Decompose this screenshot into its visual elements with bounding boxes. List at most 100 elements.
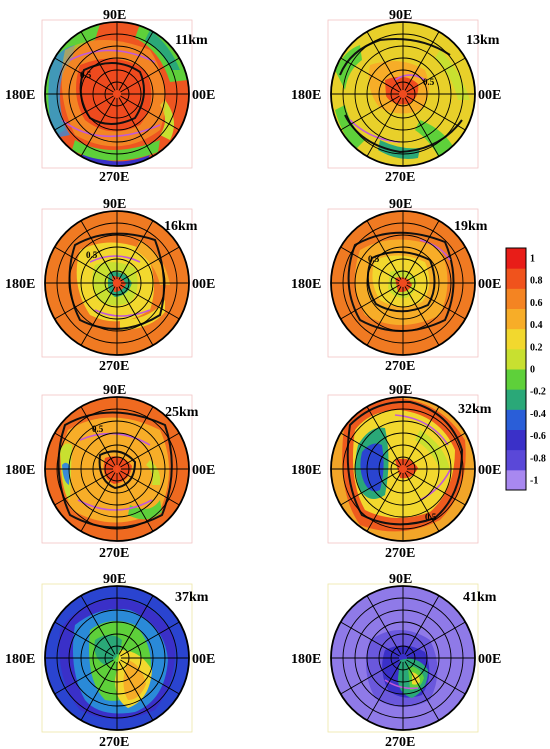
lon-label-right: 00E	[192, 88, 215, 103]
panel-frame	[41, 208, 193, 358]
lon-label-top: 90E	[389, 197, 412, 212]
polar-grid	[44, 585, 190, 731]
lon-label-bottom: 270E	[385, 359, 415, 374]
polar-grid	[44, 21, 190, 167]
field-map	[331, 586, 475, 730]
meridian-line	[404, 661, 440, 721]
polar-grid	[330, 210, 476, 356]
lon-label-bottom: 270E	[385, 735, 415, 749]
panel-frame	[327, 208, 479, 358]
lon-label-right: 00E	[192, 652, 215, 667]
meridian-line	[340, 284, 400, 320]
meridian-line	[118, 97, 154, 157]
colorbar-tick-label: -0.4	[530, 409, 546, 420]
contour-value-label: 0.5	[423, 77, 435, 87]
lon-label-left: 180E	[5, 463, 35, 478]
meridian-line	[80, 406, 116, 466]
colorbar-tick-label: -1	[530, 476, 538, 487]
lon-label-right: 00E	[192, 463, 215, 478]
meridian-line	[80, 31, 116, 91]
lon-label-right: 00E	[478, 277, 501, 292]
meridian-line	[404, 97, 440, 157]
colorbar-tick-label: -0.6	[530, 431, 546, 442]
lon-label-left: 180E	[5, 277, 35, 292]
lon-label-top: 90E	[103, 572, 126, 587]
lon-label-left: 180E	[291, 277, 321, 292]
meridian-line	[54, 284, 114, 320]
meridian-line	[80, 97, 116, 157]
lon-label-bottom: 270E	[385, 170, 415, 185]
polar-panel-13km: 0.5 90E 270E 180E 00E 13km	[291, 8, 501, 185]
colorbar-band	[506, 369, 526, 390]
contour-value-label: 0.5	[80, 70, 92, 80]
contour-value-label: 0.5	[92, 424, 104, 434]
colorbar-tick-label: 0	[530, 365, 535, 376]
meridian-line	[406, 621, 466, 657]
panel-frame	[41, 583, 193, 733]
meridian-line	[120, 246, 180, 282]
meridian-line	[80, 472, 116, 532]
meridian-line	[366, 286, 402, 346]
polar-panel-41km: 90E 270E 180E 00E 41km	[291, 572, 501, 749]
colorbar-band	[506, 348, 526, 370]
lon-label-left: 180E	[5, 88, 35, 103]
outer-boundary-ring	[330, 210, 476, 356]
outer-boundary-ring	[44, 585, 190, 731]
field-map: 0.5	[45, 397, 189, 541]
meridian-line	[120, 57, 180, 93]
lon-label-right: 00E	[478, 652, 501, 667]
meridian-line	[118, 220, 154, 280]
meridian-line	[406, 659, 466, 695]
meridian-line	[118, 286, 154, 346]
polar-panel-25km: 0.5 90E 270E 180E 00E 25km	[5, 383, 215, 561]
polar-panel-11km: 0.5 90E 270E 180E 00E 11km	[5, 8, 215, 185]
meridian-line	[406, 246, 466, 282]
meridian-line	[366, 661, 402, 721]
polar-grid	[330, 585, 476, 731]
meridian-line	[406, 95, 466, 131]
meridian-line	[54, 57, 114, 93]
meridian-line	[80, 595, 116, 655]
meridian-line	[118, 661, 154, 721]
meridian-line	[340, 432, 400, 468]
lon-label-left: 180E	[291, 463, 321, 478]
panel-frame	[41, 394, 193, 544]
panel-frame	[41, 19, 193, 169]
lon-label-bottom: 270E	[99, 170, 129, 185]
altitude-label: 32km	[458, 402, 492, 417]
altitude-label: 41km	[463, 590, 497, 605]
meridian-line	[366, 472, 402, 532]
colorbar-band	[506, 389, 526, 410]
field-map: 0.5	[331, 397, 475, 541]
outer-boundary-ring	[330, 396, 476, 542]
lon-label-top: 90E	[103, 197, 126, 212]
colorbar-band	[506, 248, 526, 269]
field-map: 0.5	[331, 211, 475, 355]
polar-grid	[44, 210, 190, 356]
meridian-line	[366, 97, 402, 157]
colorbar-band	[506, 449, 526, 471]
meridian-line	[54, 621, 114, 657]
meridian-line	[404, 31, 440, 91]
polar-panel-16km: 0.5 90E 270E 180E 00E 16km	[5, 197, 215, 374]
panel-frame	[327, 583, 479, 733]
polar-grid	[330, 21, 476, 167]
colorbar-band	[506, 288, 526, 309]
meridian-line	[120, 470, 180, 506]
panel-frame	[327, 19, 479, 169]
lon-label-top: 90E	[389, 383, 412, 398]
meridian-line	[404, 406, 440, 466]
lon-label-bottom: 270E	[99, 359, 129, 374]
meridian-line	[118, 406, 154, 466]
colorbar-band	[506, 308, 526, 330]
lon-label-bottom: 270E	[385, 546, 415, 561]
meridian-line	[406, 57, 466, 93]
meridian-line	[118, 595, 154, 655]
meridian-line	[340, 659, 400, 695]
lon-label-left: 180E	[5, 652, 35, 667]
lon-label-top: 90E	[389, 572, 412, 587]
colorbar-tick-label: 0.4	[530, 320, 543, 331]
altitude-label: 25km	[165, 405, 199, 420]
meridian-line	[366, 31, 402, 91]
polar-panel-37km: 90E 270E 180E 00E 37km	[5, 572, 215, 749]
